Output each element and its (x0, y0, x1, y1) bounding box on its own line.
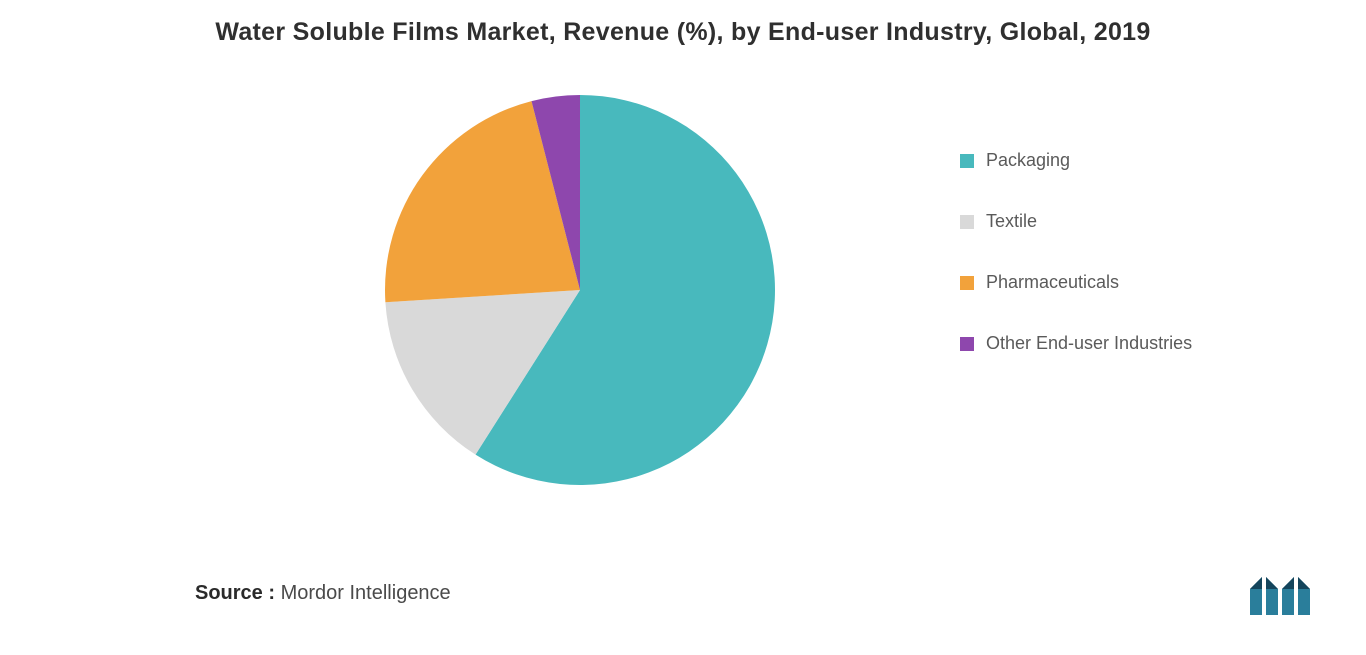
legend-label: Textile (986, 211, 1037, 232)
legend-item: Textile (960, 211, 1192, 232)
legend-item: Other End-user Industries (960, 333, 1192, 354)
legend-label: Packaging (986, 150, 1070, 171)
chart-title: Water Soluble Films Market, Revenue (%),… (0, 18, 1366, 47)
legend-label: Other End-user Industries (986, 333, 1192, 354)
legend-swatch (960, 337, 974, 351)
source-label: Source : (195, 582, 275, 604)
source-attribution: Source : Mordor Intelligence (195, 582, 451, 605)
legend-item: Packaging (960, 150, 1192, 171)
brand-logo (1248, 571, 1318, 617)
legend-label: Pharmaceuticals (986, 272, 1119, 293)
source-value: Mordor Intelligence (281, 582, 451, 604)
pie-chart (380, 90, 780, 490)
legend-swatch (960, 154, 974, 168)
legend-item: Pharmaceuticals (960, 272, 1192, 293)
legend: Packaging Textile Pharmaceuticals Other End… (960, 150, 1192, 354)
legend-swatch (960, 215, 974, 229)
legend-swatch (960, 276, 974, 290)
